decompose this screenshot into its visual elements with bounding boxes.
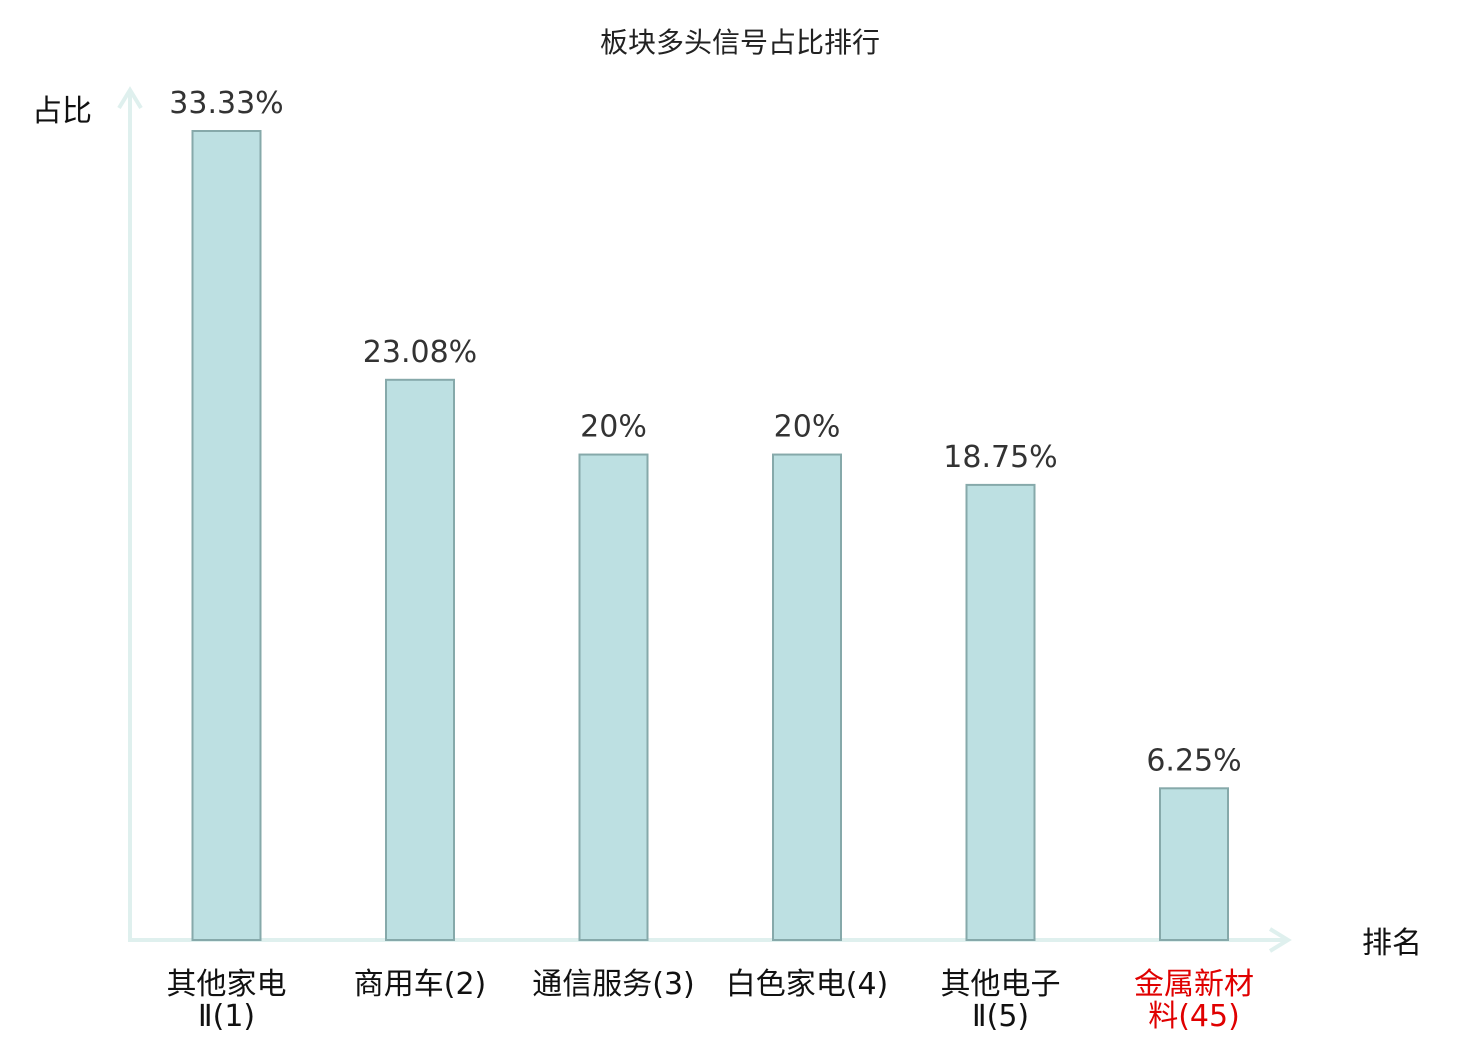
category-label-6-line2: 料(45) [1148, 999, 1240, 1034]
category-label-5-line2: Ⅱ(5) [972, 999, 1029, 1034]
category-label-2: 商用车(2) [354, 967, 487, 1002]
bar-5 [965, 483, 1036, 941]
bar-value-label-2: 23.08% [363, 335, 477, 370]
y-axis-arrow [117, 86, 143, 110]
bar-4 [772, 453, 842, 941]
value-labels-group: 33.33% 23.08% 20% 20% 18.75% 6.25% [169, 86, 1241, 778]
category-label-5: 其他电子 [941, 967, 1061, 1002]
bar-value-label-3: 20% [580, 410, 647, 445]
bar-value-label-5: 18.75% [943, 440, 1057, 475]
bar-2 [385, 378, 455, 942]
bar-3 [578, 453, 649, 941]
x-axis-title: 排名 [1362, 926, 1422, 961]
x-axis [128, 927, 1292, 953]
y-axis [117, 86, 143, 940]
category-label-6: 金属新材 [1134, 967, 1254, 1002]
category-label-4: 白色家电(4) [726, 967, 889, 1002]
category-label-3: 通信服务(3) [532, 967, 695, 1002]
chart-title: 板块多头信号占比排行 [600, 26, 880, 59]
bar-1 [191, 130, 262, 941]
y-axis-title: 占比 [32, 94, 92, 129]
category-label-1: 其他家电 [167, 967, 287, 1002]
bar-6 [1159, 787, 1229, 941]
x-axis-arrow [1268, 927, 1292, 953]
bar-value-label-6: 6.25% [1146, 743, 1241, 778]
bar-value-label-1: 33.33% [169, 86, 283, 121]
category-label-1-line2: Ⅱ(1) [198, 999, 255, 1034]
bars-group [191, 130, 1229, 942]
bar-value-label-4: 20% [774, 410, 841, 445]
